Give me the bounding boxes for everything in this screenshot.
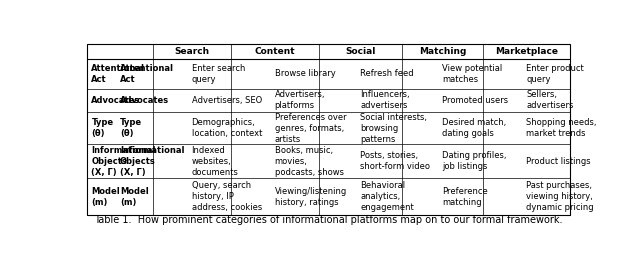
Text: Marketplace: Marketplace — [495, 47, 558, 56]
Text: Advertisers, SEO: Advertisers, SEO — [191, 96, 262, 105]
Text: View potential
matches: View potential matches — [442, 63, 502, 84]
Text: Preferences over
genres, formats,
artists: Preferences over genres, formats, artist… — [275, 113, 346, 144]
Text: Posts, stories,
short-form video: Posts, stories, short-form video — [360, 151, 430, 171]
Text: Promoted users: Promoted users — [442, 96, 508, 105]
Text: Desired match,
dating goals: Desired match, dating goals — [442, 118, 507, 138]
Text: Type
(θ): Type (θ) — [92, 118, 113, 138]
Text: Model
(m): Model (m) — [92, 187, 120, 207]
Text: Attentional
Act: Attentional Act — [92, 63, 145, 84]
Text: Query, search
history, IP
address, cookies: Query, search history, IP address, cooki… — [191, 181, 262, 212]
Text: Preference
matching: Preference matching — [442, 187, 488, 207]
Text: Demographics,
location, context: Demographics, location, context — [191, 118, 262, 138]
Text: Behavioral
analytics,
engagement: Behavioral analytics, engagement — [360, 181, 414, 212]
Text: Advocates: Advocates — [92, 96, 141, 105]
Text: Matching: Matching — [419, 47, 466, 56]
Text: Dating profiles,
job listings: Dating profiles, job listings — [442, 151, 507, 171]
Text: Search: Search — [174, 47, 209, 56]
Text: Model
(m): Model (m) — [120, 187, 148, 207]
Text: Social interests,
browsing
patterns: Social interests, browsing patterns — [360, 113, 428, 144]
Text: Enter product
query: Enter product query — [527, 63, 584, 84]
Text: Attentional
Act: Attentional Act — [120, 63, 174, 84]
Text: Indexed
websites,
documents: Indexed websites, documents — [191, 146, 239, 177]
Text: Browse library: Browse library — [275, 69, 335, 78]
Text: Past purchases,
viewing history,
dynamic pricing: Past purchases, viewing history, dynamic… — [527, 181, 594, 212]
Text: Viewing/listening
history, ratings: Viewing/listening history, ratings — [275, 187, 347, 207]
Text: Influencers,
advertisers: Influencers, advertisers — [360, 90, 410, 111]
Text: Social: Social — [345, 47, 376, 56]
Bar — [88, 44, 570, 215]
Text: Informational
Objects
(X, Γ): Informational Objects (X, Γ) — [92, 146, 156, 177]
Text: Content: Content — [254, 47, 295, 56]
Text: Refresh feed: Refresh feed — [360, 69, 414, 78]
Text: Books, music,
movies,
podcasts, shows: Books, music, movies, podcasts, shows — [275, 146, 344, 177]
Text: Type
(θ): Type (θ) — [120, 118, 142, 138]
Text: Informational
Objects
(X, Γ): Informational Objects (X, Γ) — [120, 146, 184, 177]
Text: Shopping needs,
market trends: Shopping needs, market trends — [527, 118, 597, 138]
Text: Advertisers,
platforms: Advertisers, platforms — [275, 90, 325, 111]
Text: Product listings: Product listings — [527, 157, 591, 166]
Text: Sellers,
advertisers: Sellers, advertisers — [527, 90, 574, 111]
Text: Advocates: Advocates — [120, 96, 169, 105]
Text: Table 1.  How prominent categories of informational platforms map on to our form: Table 1. How prominent categories of inf… — [93, 215, 563, 225]
Text: Enter search
query: Enter search query — [191, 63, 245, 84]
